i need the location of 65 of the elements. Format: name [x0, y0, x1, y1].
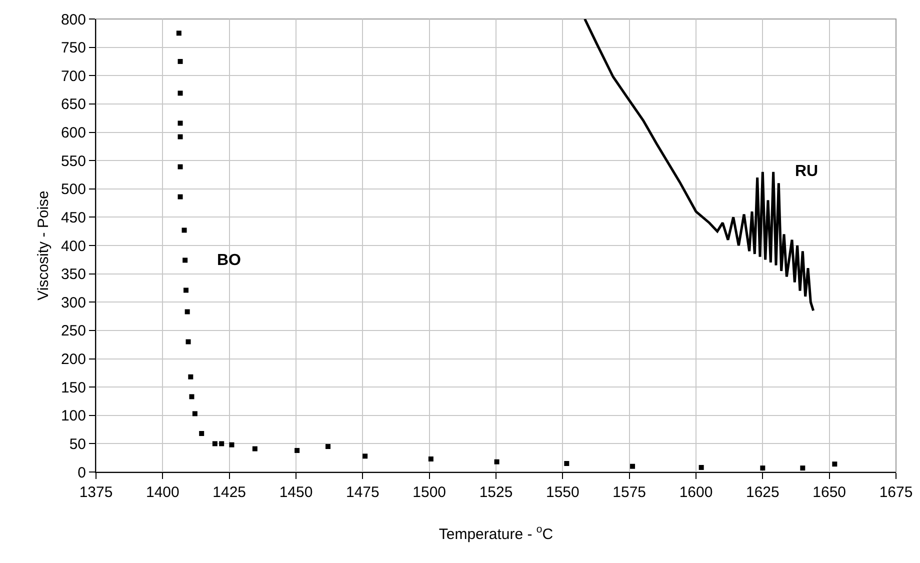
point: [178, 58, 183, 64]
y-tick-label: 500: [60, 181, 86, 198]
y-tick-label: 50: [69, 436, 86, 453]
point: [294, 448, 300, 453]
y-tick-label: 600: [60, 124, 86, 142]
y-tick-label: 550: [60, 152, 86, 170]
y-tick-label: 700: [60, 68, 86, 85]
x-tick-label: 1500: [412, 484, 446, 501]
x-tick-label: 1675: [879, 484, 913, 501]
x-tick-label: 1650: [812, 484, 846, 501]
x-axis-title: Temperature - $^{o}$C: [438, 524, 554, 543]
point: [188, 374, 194, 380]
point: [199, 431, 204, 436]
y-tick-label: 0: [78, 464, 86, 482]
point: [494, 459, 500, 464]
x-tick-label: 1450: [279, 484, 313, 501]
point: [219, 441, 224, 446]
point: [176, 30, 182, 36]
point: [192, 411, 198, 416]
point: [362, 454, 368, 459]
point: [182, 228, 187, 233]
point: [252, 446, 258, 452]
y-tick-label: 150: [60, 379, 86, 396]
x-tick-label: 1575: [612, 484, 646, 501]
point: [229, 442, 234, 448]
point: [178, 164, 183, 170]
point: [630, 464, 636, 469]
point: [178, 194, 183, 200]
point: [189, 394, 194, 400]
y-tick-label: 100: [60, 408, 86, 425]
y-tick-label: 650: [60, 96, 86, 114]
point: [326, 444, 330, 450]
x-tick-label: 1550: [546, 484, 580, 501]
x-tick-label: 1375: [79, 484, 113, 501]
point: [800, 466, 806, 471]
y-tick-label: 250: [60, 322, 86, 340]
y-tick-label: 450: [60, 209, 86, 226]
x-tick-label: 1425: [212, 484, 246, 501]
point: [428, 456, 434, 462]
point: [184, 309, 190, 314]
point: [698, 464, 704, 470]
x-tick-label: 1475: [346, 484, 380, 501]
y-tick-label: 350: [60, 266, 86, 284]
point: [178, 134, 183, 140]
y-tick-label: 800: [60, 11, 86, 28]
point: [564, 461, 570, 466]
y-tick-label: 300: [60, 294, 86, 312]
point: [760, 466, 766, 471]
x-tick-label: 1600: [679, 484, 713, 501]
y-tick-label: 400: [60, 238, 86, 255]
point: [832, 462, 838, 467]
point: [186, 339, 191, 344]
x-tick-label: 1400: [146, 484, 180, 501]
point: [182, 258, 188, 263]
y-tick-label: 750: [60, 40, 86, 57]
point: [212, 441, 218, 446]
series-label: RU: [795, 163, 818, 180]
y-axis-title: Viscosity - Poise: [35, 190, 52, 300]
point: [178, 120, 183, 126]
y-tick-label: 200: [60, 351, 86, 368]
x-tick-label: 1525: [479, 484, 513, 501]
x-tick-label: 1625: [746, 484, 780, 501]
point: [184, 288, 188, 293]
series-label: BO: [217, 252, 241, 269]
point: [178, 90, 183, 96]
